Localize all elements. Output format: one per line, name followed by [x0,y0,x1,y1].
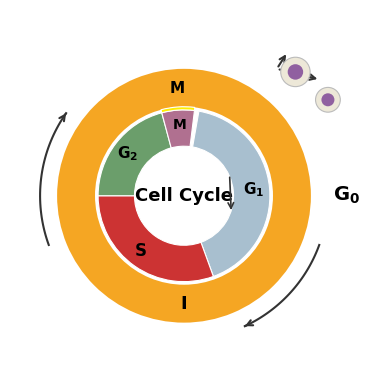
Circle shape [288,64,303,80]
Text: $\mathbf{M}$: $\mathbf{M}$ [172,118,186,132]
Text: $\mathbf{M}$: $\mathbf{M}$ [169,80,184,96]
Wedge shape [98,113,171,196]
Text: Cell Cycle: Cell Cycle [135,187,233,205]
Text: $\mathbf{G_0}$: $\mathbf{G_0}$ [333,185,360,206]
Circle shape [321,93,335,106]
Wedge shape [57,69,311,323]
Text: $\mathbf{G_1}$: $\mathbf{G_1}$ [244,180,265,199]
Text: $\mathbf{I}$: $\mathbf{I}$ [180,295,188,313]
Wedge shape [98,196,213,282]
Circle shape [315,87,340,112]
Text: $\mathbf{S}$: $\mathbf{S}$ [134,242,147,260]
Wedge shape [192,111,270,276]
Wedge shape [161,107,195,113]
Wedge shape [162,110,194,148]
Text: $\mathbf{G_2}$: $\mathbf{G_2}$ [117,144,138,163]
Circle shape [281,57,310,86]
